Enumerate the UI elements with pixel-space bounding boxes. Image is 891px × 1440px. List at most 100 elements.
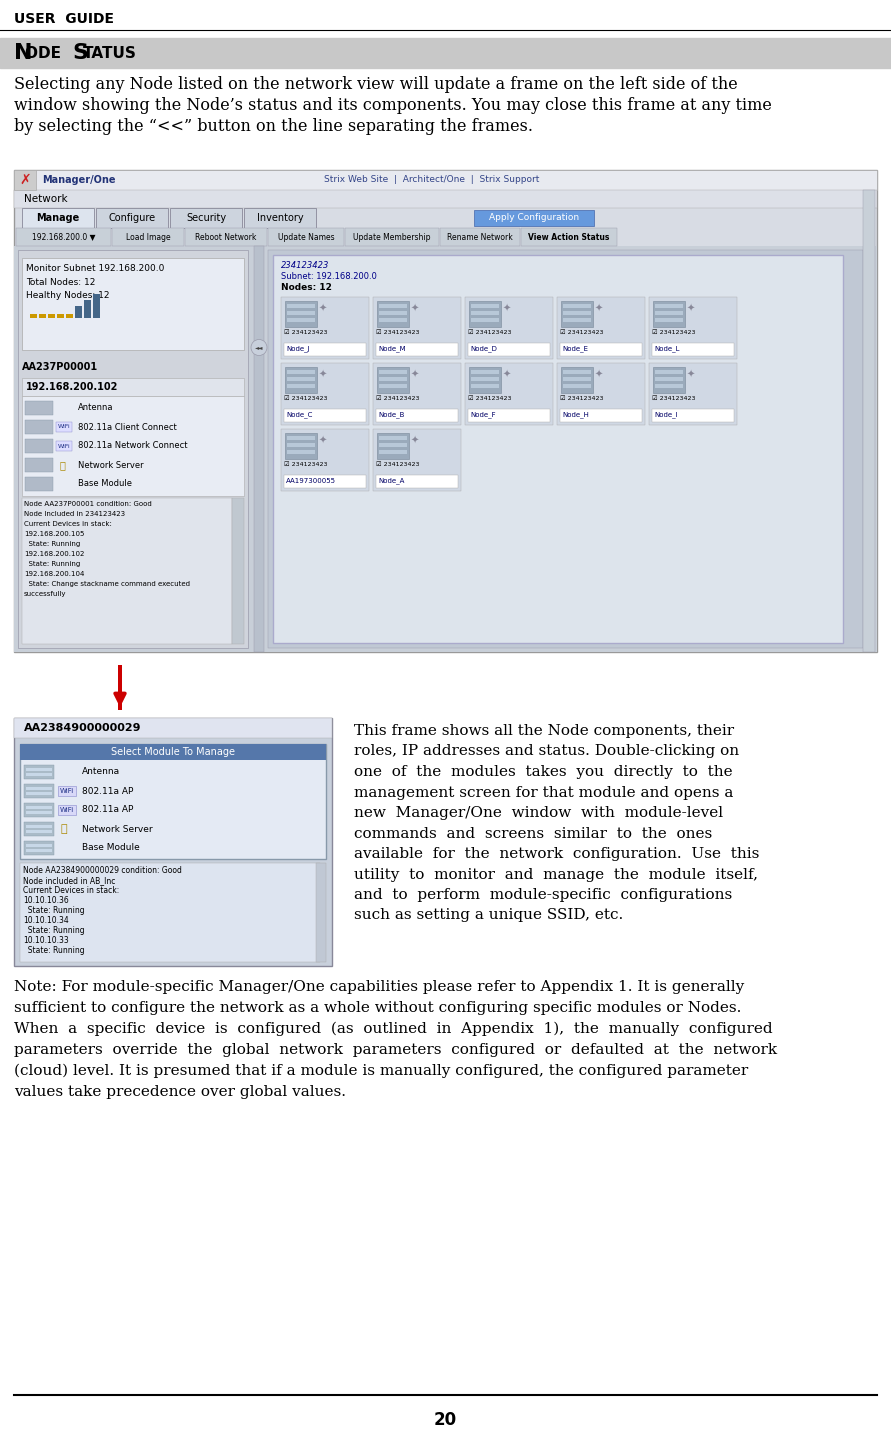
Text: Node Included in 234123423: Node Included in 234123423 — [24, 511, 125, 517]
Bar — [471, 370, 499, 374]
Bar — [563, 384, 591, 387]
Text: ✦: ✦ — [319, 304, 327, 314]
Bar — [14, 719, 332, 966]
Text: Node_D: Node_D — [470, 346, 497, 353]
Bar — [26, 792, 52, 795]
Bar — [22, 396, 244, 495]
Text: 802.11a Network Connect: 802.11a Network Connect — [78, 442, 187, 451]
Bar — [268, 228, 344, 246]
Text: Rename Network: Rename Network — [447, 232, 513, 242]
Bar — [285, 367, 317, 393]
Bar — [379, 436, 407, 441]
Text: Antenna: Antenna — [82, 768, 120, 776]
Bar — [560, 409, 642, 422]
Text: TATUS: TATUS — [83, 46, 137, 60]
Bar — [468, 343, 550, 356]
Text: ☑ 234123423: ☑ 234123423 — [376, 330, 420, 336]
Text: Base Module: Base Module — [82, 844, 140, 852]
Bar — [232, 498, 244, 644]
Text: 192.168.200.102: 192.168.200.102 — [24, 552, 85, 557]
Text: utility  to  monitor  and  manage  the  module  itself,: utility to monitor and manage the module… — [354, 867, 758, 881]
Bar — [379, 449, 407, 454]
Bar — [75, 307, 82, 318]
Text: Monitor Subnet 192.168.200.0: Monitor Subnet 192.168.200.0 — [26, 264, 164, 274]
Bar — [377, 301, 409, 327]
Bar — [273, 255, 843, 644]
Text: 20: 20 — [434, 1411, 457, 1428]
Text: Base Module: Base Module — [78, 480, 132, 488]
Text: Strix Web Site  |  Architect/One  |  Strix Support: Strix Web Site | Architect/One | Strix S… — [324, 176, 539, 184]
Text: S: S — [72, 43, 88, 63]
Text: 10.10.10.34: 10.10.10.34 — [23, 916, 69, 924]
Bar — [471, 384, 499, 387]
Text: Total Nodes: 12: Total Nodes: 12 — [26, 278, 95, 287]
Bar — [14, 190, 877, 207]
Bar — [25, 458, 53, 472]
Bar — [66, 314, 73, 318]
Text: View Action Status: View Action Status — [528, 232, 609, 242]
Bar — [655, 304, 683, 308]
Text: parameters  override  the  global  network  parameters  configured  or  defaulte: parameters override the global network p… — [14, 1043, 777, 1057]
Text: This frame shows all the Node components, their: This frame shows all the Node components… — [354, 724, 734, 737]
Text: values take precedence over global values.: values take precedence over global value… — [14, 1084, 346, 1099]
Bar — [287, 384, 315, 387]
Bar — [287, 304, 315, 308]
Bar — [14, 246, 877, 652]
Text: 192.168.200.104: 192.168.200.104 — [24, 572, 85, 577]
Bar — [379, 311, 407, 315]
Text: ☑ 234123423: ☑ 234123423 — [652, 396, 696, 400]
Bar — [557, 297, 645, 359]
Bar — [379, 377, 407, 382]
Text: ✦: ✦ — [595, 304, 603, 314]
Bar — [22, 207, 94, 228]
Text: State: Running: State: Running — [23, 906, 85, 914]
Text: ☑ 234123423: ☑ 234123423 — [468, 330, 511, 336]
Bar — [56, 422, 72, 432]
Bar — [287, 436, 315, 441]
Text: Current Devices in stack:: Current Devices in stack: — [23, 886, 119, 896]
Text: Update Membership: Update Membership — [353, 232, 430, 242]
Bar — [376, 343, 458, 356]
Text: Node_E: Node_E — [562, 346, 588, 353]
Bar — [561, 367, 593, 393]
Bar — [563, 311, 591, 315]
Bar — [22, 498, 232, 644]
Bar — [284, 475, 366, 488]
Bar — [26, 788, 52, 791]
Bar — [0, 37, 891, 68]
Bar — [652, 409, 734, 422]
Text: window showing the Node’s status and its components. You may close this frame at: window showing the Node’s status and its… — [14, 96, 772, 114]
Bar — [24, 841, 54, 855]
Text: Node_C: Node_C — [286, 412, 313, 419]
Text: Subnet: 192.168.200.0: Subnet: 192.168.200.0 — [281, 272, 377, 281]
Bar — [471, 377, 499, 382]
Text: ✦: ✦ — [687, 304, 695, 314]
Bar — [469, 367, 501, 393]
Bar — [655, 377, 683, 382]
Bar — [287, 377, 315, 382]
Text: Network: Network — [24, 194, 68, 204]
Bar — [649, 363, 737, 425]
Text: When  a  specific  device  is  configured  (as  outlined  in  Appendix  1),  the: When a specific device is configured (as… — [14, 1022, 772, 1037]
Bar — [655, 370, 683, 374]
Text: Manage: Manage — [37, 213, 79, 223]
Bar — [379, 384, 407, 387]
Bar — [244, 207, 316, 228]
Text: and  to  perform  module-specific  configurations: and to perform module-specific configura… — [354, 888, 732, 901]
Text: Node_A: Node_A — [378, 478, 405, 484]
Bar — [373, 429, 461, 491]
Bar — [474, 210, 594, 226]
Bar — [863, 190, 875, 652]
Bar — [254, 246, 264, 652]
Text: Security: Security — [186, 213, 226, 223]
Bar — [655, 384, 683, 387]
Bar — [22, 258, 244, 350]
Text: sufficient to configure the network as a whole without configuring specific modu: sufficient to configure the network as a… — [14, 1001, 741, 1015]
Bar — [118, 665, 122, 710]
Bar — [281, 429, 369, 491]
Text: Note: For module-specific Manager/One capabilities please refer to Appendix 1. I: Note: For module-specific Manager/One ca… — [14, 981, 744, 994]
Text: AA237P00001: AA237P00001 — [22, 361, 98, 372]
Bar — [26, 768, 52, 770]
Bar — [26, 829, 52, 832]
Bar — [465, 363, 553, 425]
